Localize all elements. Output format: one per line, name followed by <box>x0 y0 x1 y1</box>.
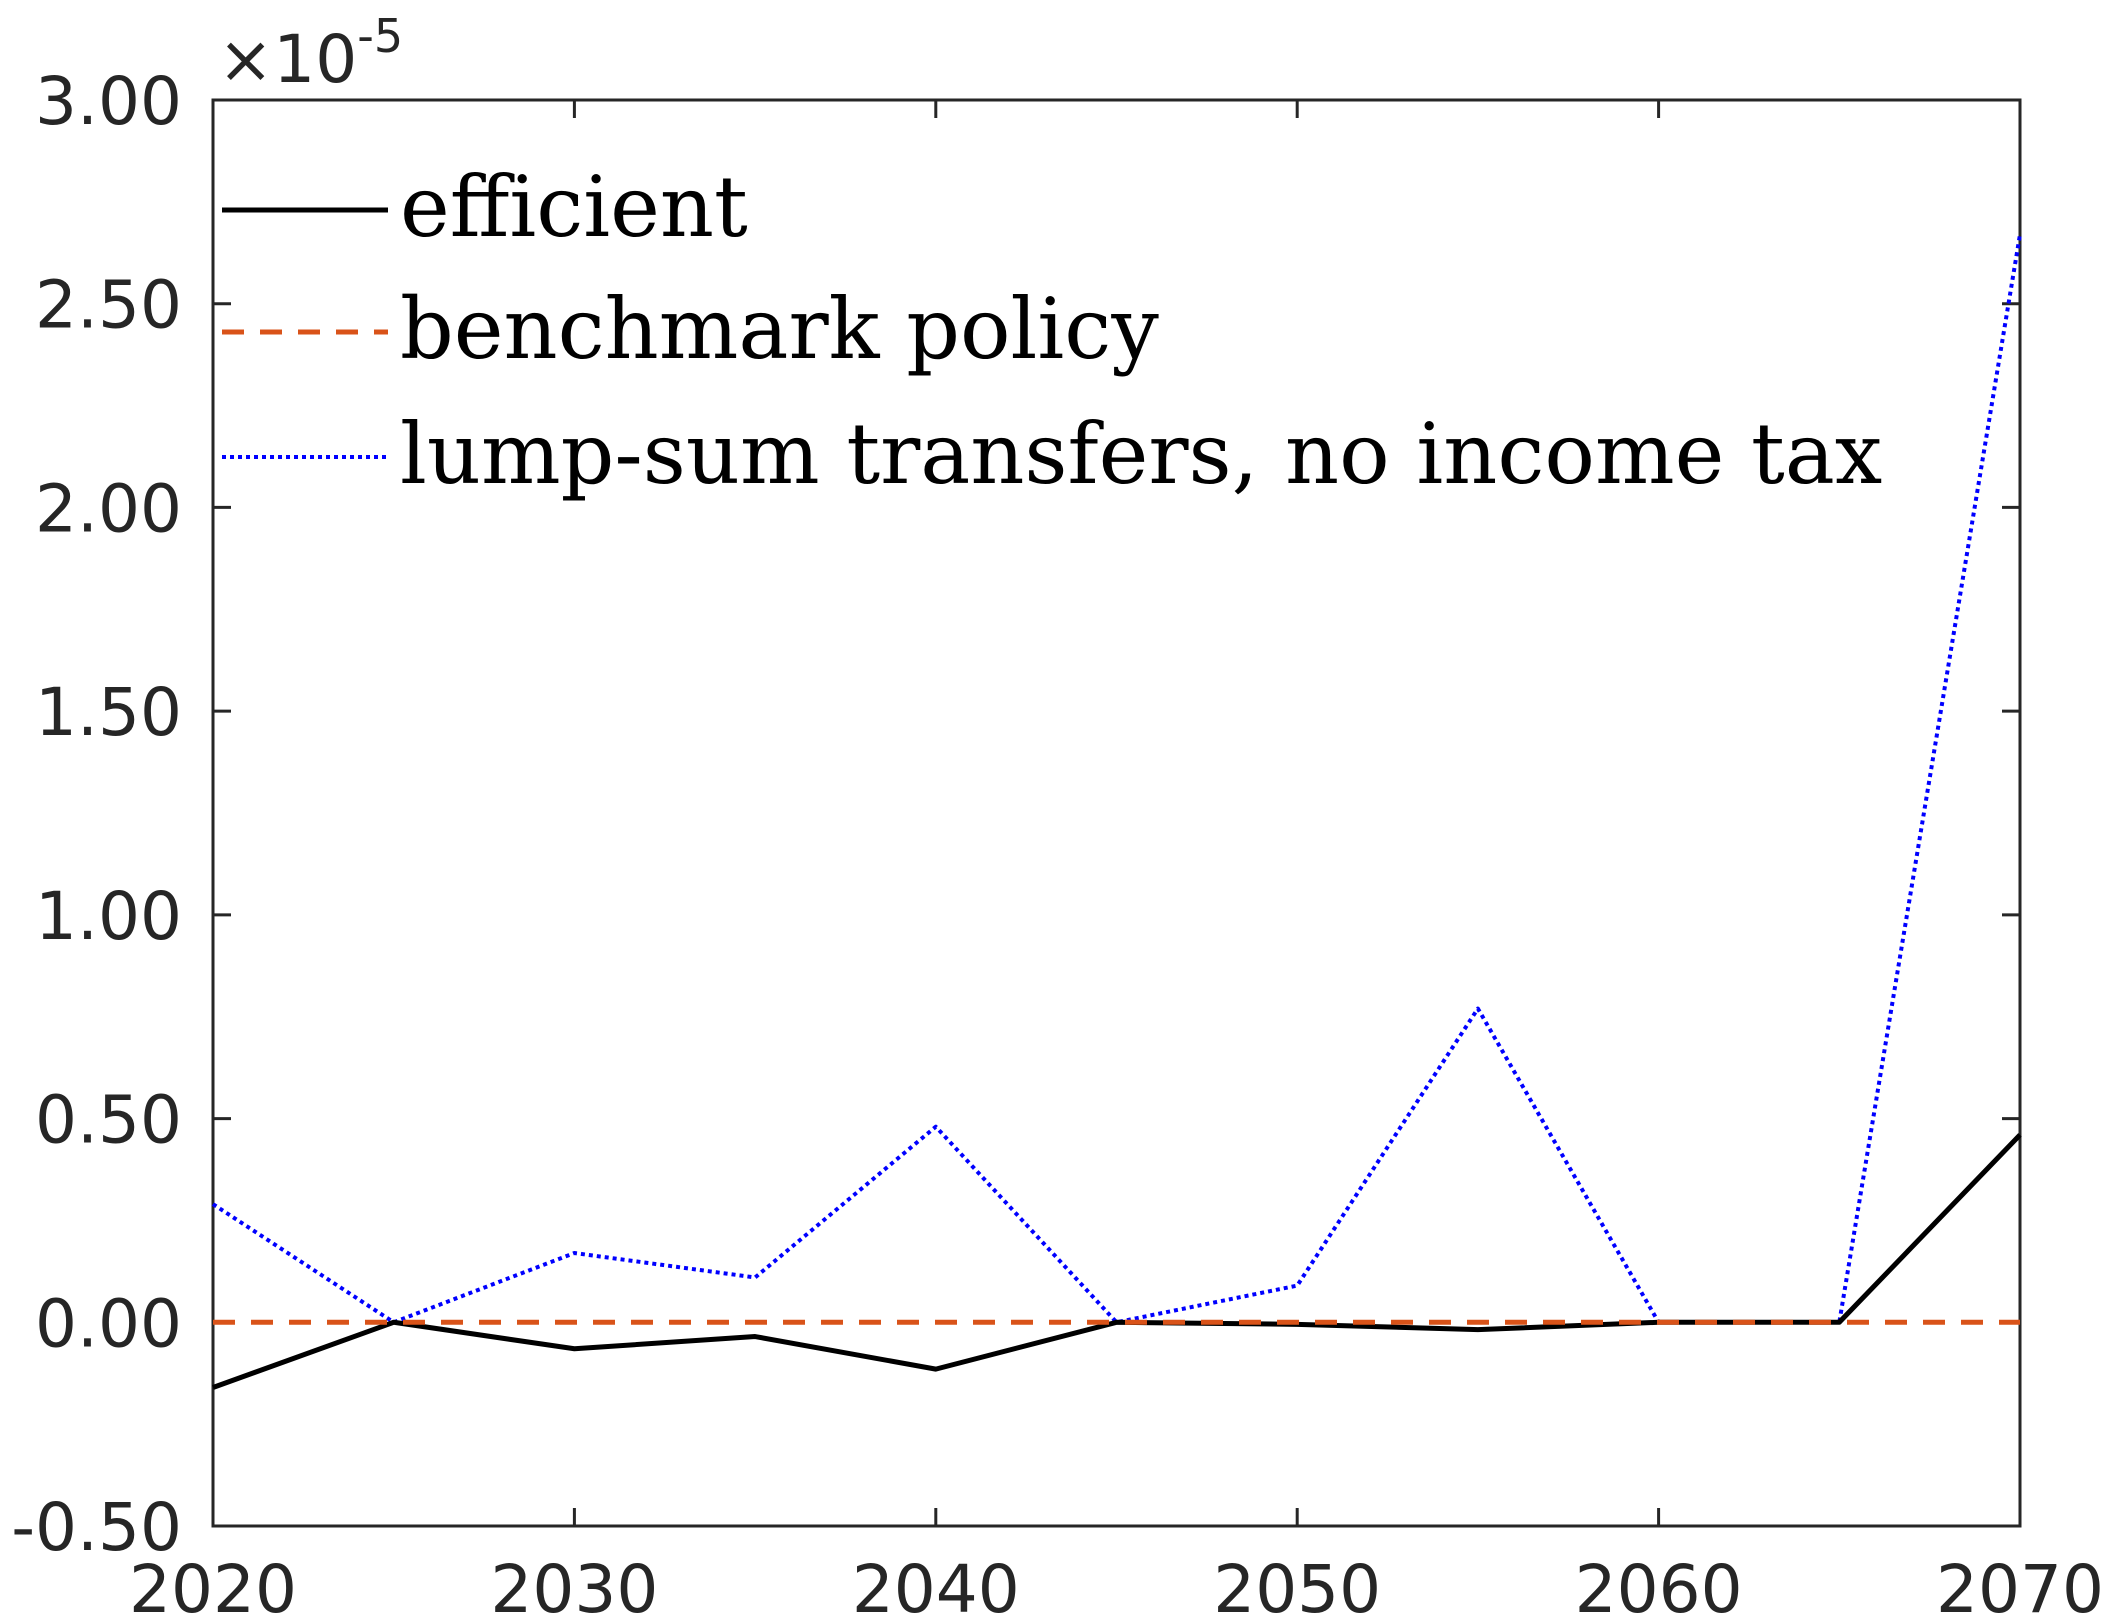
x-tick-label: 2060 <box>1575 1551 1743 1622</box>
y-tick-label: 3.00 <box>35 63 182 140</box>
y-tick-label: 0.50 <box>35 1082 182 1159</box>
x-tick-label: 2050 <box>1213 1551 1381 1622</box>
y-tick-label: 0.00 <box>35 1285 182 1362</box>
x-tick-label: 2020 <box>129 1551 297 1622</box>
y-tick-label: 1.00 <box>35 878 182 955</box>
legend-label: benchmark policy <box>400 280 1159 378</box>
legend: efficient benchmark policy lump-sum transf… <box>222 158 1882 503</box>
legend-label: lump-sum transfers, no income tax <box>400 405 1882 503</box>
legend-label: efficient <box>400 158 748 256</box>
x-axis-ticks: 2020 2030 2040 2050 2060 2070 <box>129 100 2104 1622</box>
y-axis-multiplier: ×10-5 <box>218 9 403 98</box>
y-tick-label: 2.00 <box>35 470 182 547</box>
y-multiplier-base: ×10 <box>218 21 357 98</box>
y-tick-label: 2.50 <box>35 267 182 344</box>
x-tick-label: 2030 <box>490 1551 658 1622</box>
axes-frame <box>211 98 2022 1528</box>
series-layer <box>211 234 2022 1390</box>
svg-text:×10-5: ×10-5 <box>218 9 403 98</box>
y-multiplier-exponent: -5 <box>357 9 403 63</box>
y-tick-label: -0.50 <box>11 1489 182 1566</box>
plot-area-border <box>211 98 2022 1528</box>
x-tick-label: 2040 <box>852 1551 1020 1622</box>
series-line-lump-sum-transfers-no-income-tax <box>211 234 2022 1325</box>
x-tick-label: 2070 <box>1936 1551 2104 1622</box>
series-line-efficient <box>212 1133 2022 1390</box>
y-tick-label: 1.50 <box>35 674 182 751</box>
y-axis-ticks: -0.50 0.00 0.50 1.00 1.50 2.00 2.50 3.00 <box>11 63 2020 1566</box>
